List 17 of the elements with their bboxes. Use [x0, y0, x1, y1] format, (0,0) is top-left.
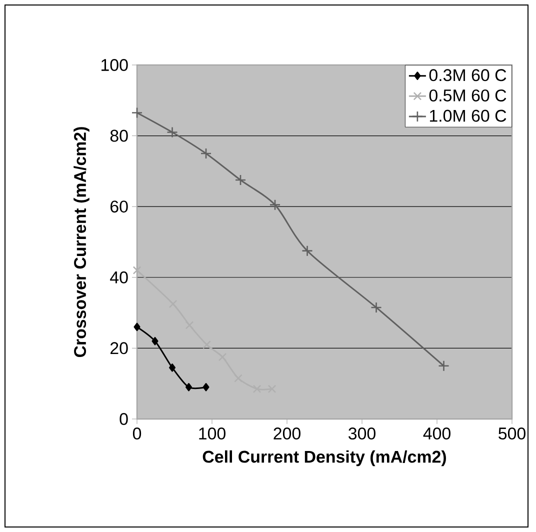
legend-label: 0.3M 60 C: [429, 69, 506, 82]
y-tick-label: 60: [110, 200, 128, 213]
y-tick-label: 100: [102, 58, 128, 71]
y-tick-label: 0: [120, 412, 128, 425]
x-tick-label: 100: [199, 428, 226, 440]
y-tick-label: 80: [110, 130, 128, 142]
y-axis-title: Crossover Current (mA/cm2): [74, 127, 90, 358]
y-tick-label: 20: [110, 342, 128, 354]
x-tick-label: 200: [274, 428, 300, 440]
x-tick-label: 0: [132, 428, 142, 440]
x-tick-label: 500: [498, 428, 526, 440]
y-tick-label: 40: [110, 271, 128, 284]
x-tick-label: 300: [348, 428, 376, 440]
x-axis-title: Cell Current Density (mA/cm2): [202, 450, 446, 466]
legend-label: 0.5M 60 C: [429, 89, 506, 102]
legend-label: 1.0M 60 C: [430, 110, 506, 122]
x-tick-label: 400: [423, 428, 450, 440]
